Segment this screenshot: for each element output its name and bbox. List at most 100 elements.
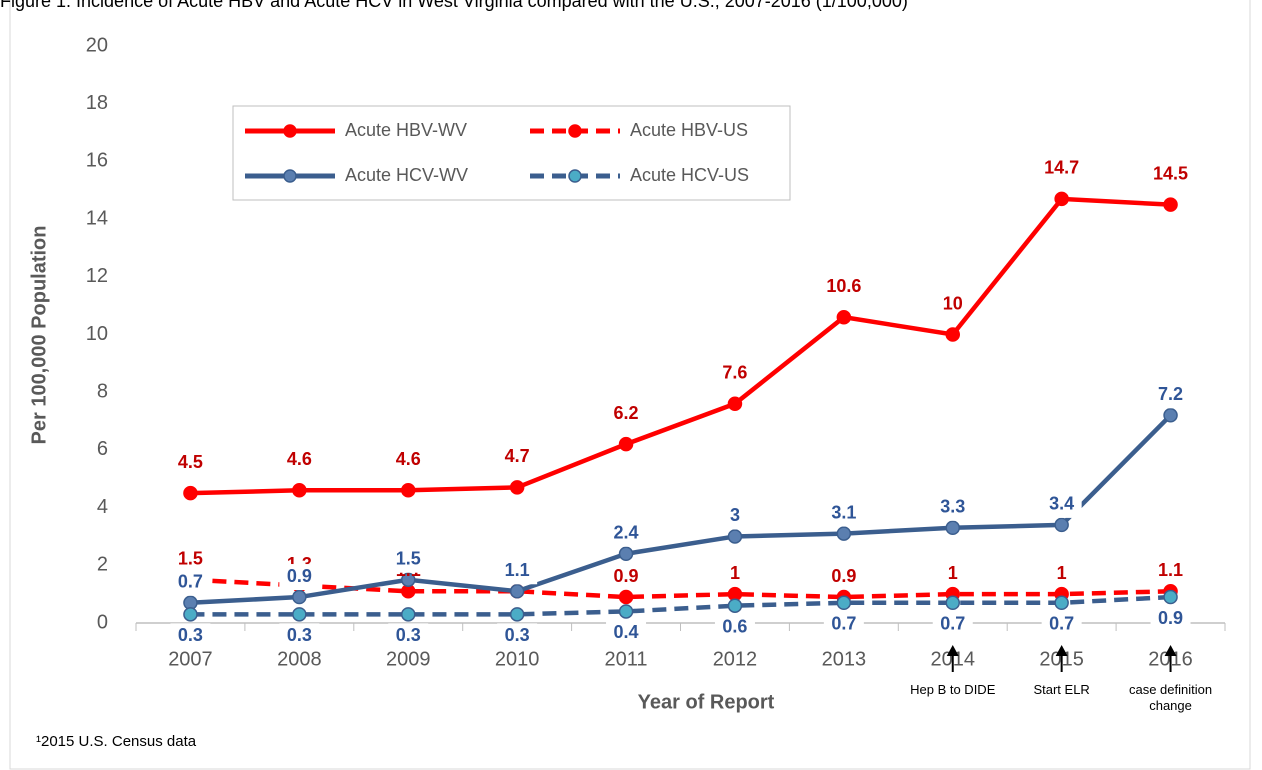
data-point [509,607,525,622]
legend-marker [283,124,297,138]
label-bg [606,520,647,547]
data-point [945,595,960,611]
data-label: 0.3 [178,625,203,645]
data-label: 0.9 [1158,608,1183,628]
data-point [945,327,960,342]
data-label: 3.3 [940,497,965,517]
data-point [1163,589,1178,605]
label-bg [388,623,429,650]
annotation: case definition change [1128,682,1213,713]
y-tick-label: 18 [86,92,108,114]
y-tick-label: 6 [97,438,108,460]
x-axis-title: Year of Report [638,691,775,713]
label-bg [1041,491,1082,518]
annotation-arrowhead [1055,645,1068,656]
data-point [292,483,307,498]
chart-title: Figure 1. Incidence of Acute HBV and Acu… [0,0,908,11]
y-tick-label: 8 [97,380,108,402]
data-label: 0.3 [287,625,312,645]
legend-marker [568,124,582,138]
legend-label: Acute HCV-US [630,165,749,185]
annotation-box: Hep B to DIDE [910,682,996,697]
data-point [183,485,198,501]
label-bg [1150,382,1191,409]
data-label: 7.2 [1158,384,1183,404]
data-point [727,529,743,544]
label-bg [388,546,429,573]
data-point [1054,191,1069,207]
data-point [509,480,525,495]
annotation-box: Start ELR [1033,682,1089,697]
data-label: 0.9 [831,566,856,586]
annotation: Hep B to DIDE [910,682,996,697]
data-label: 2.4 [614,523,639,543]
label-bg [170,569,211,596]
annotation-box: case definition change [1128,682,1213,713]
data-point [292,607,307,622]
x-tick-label: 2008 [277,648,322,670]
data-label: 10 [943,293,963,313]
label-bg [714,503,755,530]
label-bg [1150,606,1191,633]
data-point [836,526,852,541]
data-point [401,483,416,498]
y-tick-label: 20 [86,34,108,56]
data-label: 0.3 [505,625,530,645]
data-point [618,589,634,605]
data-label: 0.6 [722,616,747,636]
legend-box [232,105,791,201]
data-label: 1.1 [1158,560,1183,580]
data-point [509,584,525,599]
label-bg [932,494,973,521]
x-tick-label: 2011 [605,648,648,670]
label-bg [606,620,647,647]
legend-marker [568,169,582,183]
data-label: 1 [1057,563,1067,583]
data-point [945,520,960,536]
data-point [401,607,416,622]
label-bg [823,500,864,527]
y-tick-label: 12 [86,265,108,287]
data-label: 0.9 [287,566,312,586]
series-line [190,196,1171,496]
data-point [1163,197,1178,212]
data-label: 0.3 [396,625,421,645]
label-bg [932,611,973,638]
label-bg [497,623,538,650]
data-label: 4.7 [505,446,530,466]
x-tick-label: 2012 [713,648,758,670]
data-point [183,607,198,622]
legend-label: Acute HBV-US [630,120,748,140]
legend-label: Acute HBV-WV [345,120,467,140]
legend-label: Acute HCV-WV [345,165,468,185]
y-tick-label: 16 [86,150,108,172]
series-line [190,577,1171,600]
data-label: 1 [730,563,740,583]
data-label: 4.6 [396,449,421,469]
y-tick-label: 0 [97,611,108,633]
data-label: 1 [948,563,958,583]
data-label: 10.6 [826,276,861,296]
label-bg [714,614,755,641]
data-point [727,598,743,613]
legend-marker [283,169,297,183]
y-axis-title: Per 100,000 Population [28,226,50,445]
data-point [727,396,743,411]
data-label: 3.1 [831,502,856,522]
y-tick-label: 10 [86,323,108,345]
data-point [401,572,416,587]
x-tick-label: 2010 [495,648,540,670]
x-tick-label: 2009 [386,648,431,670]
data-label: 0.7 [940,614,965,634]
data-label: 0.4 [614,622,639,642]
data-point [292,589,307,605]
data-label: 6.2 [614,403,639,423]
data-label: 7.6 [722,362,747,382]
data-point [618,604,634,619]
label-bg [1041,611,1082,638]
data-point [836,309,852,325]
label-bg [823,611,864,638]
x-tick-label: 2013 [822,648,867,670]
data-label: 14.5 [1153,163,1188,183]
